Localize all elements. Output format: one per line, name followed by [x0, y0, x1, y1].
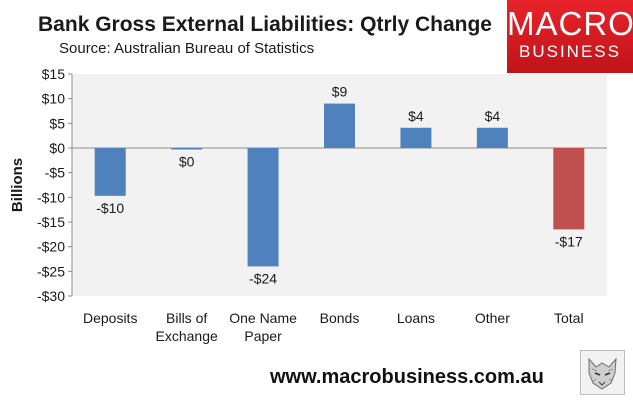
y-tick-label: $10 [42, 91, 66, 107]
y-tick-label: -$5 [45, 165, 65, 181]
y-tick-label: $0 [49, 140, 65, 156]
y-tick-label: -$10 [37, 189, 65, 205]
x-tick-label: One Name Paper [229, 310, 297, 344]
chart-subtitle: Source: Australian Bureau of Statistics [59, 40, 315, 57]
data-label: $4 [408, 108, 424, 124]
x-tick-label: Bills of Exchange [156, 310, 218, 344]
bar [553, 148, 585, 230]
data-label: -$10 [96, 200, 124, 216]
y-axis-title: Billions [9, 158, 26, 212]
website-url: www.macrobusiness.com.au [270, 366, 544, 388]
y-tick-label: -$20 [37, 239, 65, 255]
y-tick-label: -$25 [37, 263, 65, 279]
y-tick-label: $15 [42, 66, 66, 82]
bar [476, 127, 508, 148]
bar [171, 148, 203, 150]
bar [247, 148, 279, 267]
data-label: -$24 [249, 270, 277, 286]
y-tick-label: $5 [49, 115, 65, 131]
y-tick-label: -$15 [37, 214, 65, 230]
x-tick-label: Bonds [320, 310, 360, 326]
macrobusiness-logo: MACRO BUSINESS [507, 0, 633, 73]
x-tick-label: Loans [397, 310, 435, 326]
logo-line-macro: MACRO [507, 5, 633, 42]
bar [324, 103, 355, 148]
bar [94, 148, 126, 196]
x-tick-label: Other [475, 310, 510, 326]
y-tick-label: -$30 [37, 288, 65, 304]
logo-line-business: BUSINESS [519, 42, 621, 61]
x-tick-label: Deposits [83, 310, 137, 326]
bar [400, 127, 432, 148]
x-tick-label: Total [554, 310, 584, 326]
chart-title: Bank Gross External Liabilities: Qtrly C… [38, 13, 492, 36]
data-label: $0 [179, 153, 195, 169]
wolf-icon [580, 350, 625, 395]
data-label: $9 [332, 84, 348, 100]
data-label: -$17 [555, 233, 583, 249]
data-label: $4 [485, 108, 501, 124]
